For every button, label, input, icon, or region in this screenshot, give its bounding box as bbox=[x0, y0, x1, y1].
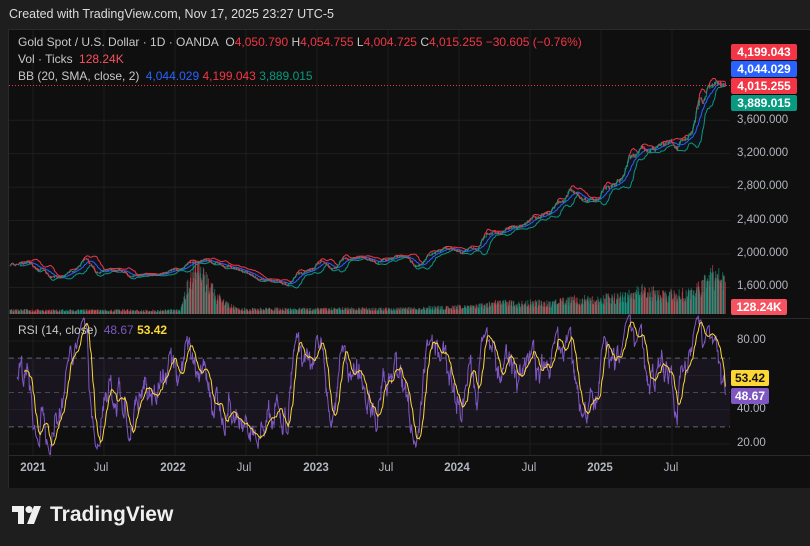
rsi-value: 48.67 bbox=[103, 323, 134, 337]
change-value: −30.605 (−0.76%) bbox=[485, 35, 582, 49]
price-tick: 3,600.000 bbox=[737, 114, 789, 126]
grid bbox=[9, 30, 730, 455]
close-label: C bbox=[420, 35, 429, 49]
candles bbox=[9, 80, 726, 286]
tradingview-logo-icon bbox=[12, 506, 41, 524]
rsi-legend[interactable]: RSI (14, close) 48.67 53.42 bbox=[18, 323, 167, 337]
open-value: 4,050.790 bbox=[234, 35, 289, 49]
bb-basis-badge: 4,044.029 bbox=[731, 61, 797, 77]
rsi-line bbox=[16, 314, 726, 458]
time-tick: 2023 bbox=[303, 462, 329, 474]
volume-legend[interactable]: Vol · Ticks 128.24K bbox=[18, 52, 124, 66]
bb-legend[interactable]: BB (20, SMA, close, 2) 4,044.029 4,199.0… bbox=[18, 69, 313, 83]
volume-badge: 128.24K bbox=[731, 299, 787, 315]
time-tick: 2025 bbox=[587, 462, 613, 474]
time-tick: Jul bbox=[378, 462, 394, 474]
rsi-pane bbox=[9, 314, 730, 458]
rsi-tick: 80.00 bbox=[737, 334, 766, 346]
caption: Created with TradingView.com, Nov 17, 20… bbox=[9, 7, 334, 21]
open-label: O bbox=[225, 35, 235, 49]
bb-upper-line bbox=[19, 77, 726, 283]
bb-lower-value: 3,889.015 bbox=[259, 69, 313, 83]
time-tick: 2021 bbox=[20, 462, 46, 474]
high-label: H bbox=[291, 35, 301, 49]
close-value: 4,015.255 bbox=[428, 35, 483, 49]
rsi-tick: 40.00 bbox=[737, 403, 766, 415]
bb-upper-value: 4,199.043 bbox=[202, 69, 256, 83]
rsi-ma-value: 53.42 bbox=[137, 323, 168, 337]
logo-text: TradingView bbox=[50, 503, 174, 526]
bb-basis-value: 4,044.029 bbox=[145, 69, 200, 83]
low-label: L bbox=[356, 35, 364, 49]
symbol-title[interactable]: Gold Spot / U.S. Dollar · 1D · OANDA bbox=[18, 35, 219, 49]
price-tick: 3,200.000 bbox=[737, 147, 789, 159]
price-tick: 1,600.000 bbox=[737, 280, 789, 292]
price-tick: 2,800.000 bbox=[737, 180, 789, 192]
time-tick: Jul bbox=[93, 462, 109, 474]
rsi-ma-badge: 53.42 bbox=[731, 370, 769, 386]
time-tick: Jul bbox=[521, 462, 537, 474]
close-price-badge: 4,015.255 bbox=[731, 78, 797, 94]
low-value: 4,004.725 bbox=[363, 35, 417, 49]
rsi-tick: 20.00 bbox=[737, 437, 766, 449]
volume-label: Vol · Ticks bbox=[18, 52, 73, 66]
high-value: 4,054.755 bbox=[300, 35, 354, 49]
time-tick: Jul bbox=[236, 462, 252, 474]
time-tick: 2024 bbox=[444, 462, 470, 474]
bb-label: BB (20, SMA, close, 2) bbox=[18, 69, 140, 83]
volume-bars bbox=[9, 259, 726, 314]
rsi-badge: 48.67 bbox=[731, 388, 769, 404]
price-tick: 2,400.000 bbox=[737, 214, 789, 226]
bb-upper-badge: 4,199.043 bbox=[731, 44, 797, 60]
rsi-label: RSI (14, close) bbox=[18, 323, 98, 337]
main-legend: Gold Spot / U.S. Dollar · 1D · OANDA O4,… bbox=[18, 35, 582, 49]
tradingview-logo[interactable]: TradingView bbox=[12, 503, 173, 527]
bb-lower-badge: 3,889.015 bbox=[731, 95, 797, 111]
bollinger-bands bbox=[19, 77, 726, 289]
time-tick: Jul bbox=[663, 462, 679, 474]
price-tick: 2,000.000 bbox=[737, 247, 789, 259]
time-tick: 2022 bbox=[160, 462, 186, 474]
rsi-ma-line bbox=[24, 321, 726, 446]
volume-value: 128.24K bbox=[79, 52, 124, 66]
